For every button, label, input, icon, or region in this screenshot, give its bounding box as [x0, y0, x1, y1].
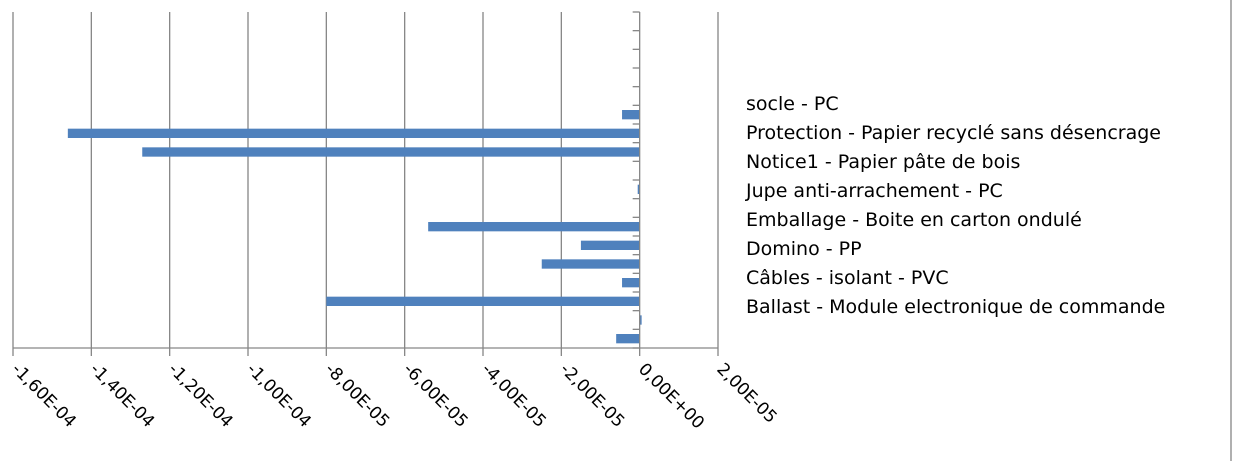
- x-tick-label: -4,00E-05: [477, 359, 549, 431]
- bar: [580, 240, 640, 250]
- grid: [12, 12, 719, 348]
- x-tick-labels: -1,60E-04 -1,40E-04 -1,20E-04 -1,00E-04 -8,0…: [7, 359, 780, 433]
- legend: socle - PC Protection - Papier recyclé s…: [746, 90, 1230, 322]
- bar: [428, 222, 640, 232]
- bar: [326, 296, 640, 306]
- legend-item: Emballage - Boite en carton ondulé: [746, 209, 1082, 231]
- legend-item: Câbles - isolant - PVC: [746, 267, 949, 289]
- legend-item: Jupe anti-arrachement - PC: [746, 180, 1003, 202]
- legend-item: Ballast - Module electronique de command…: [746, 296, 1166, 318]
- bar: [637, 184, 640, 194]
- x-tick-label: -1,20E-04: [164, 359, 236, 431]
- bars: [67, 110, 642, 344]
- x-tick-label: -1,00E-04: [242, 359, 314, 431]
- legend-item: Notice1 - Papier pâte de bois: [746, 151, 1021, 173]
- x-tick-label: -8,00E-05: [321, 359, 393, 431]
- legend-item: Protection - Papier recyclé sans désencr…: [746, 122, 1161, 144]
- x-tick-label: -2,00E-05: [556, 359, 628, 431]
- bar: [67, 128, 640, 138]
- bar: [142, 147, 640, 157]
- bar: [541, 259, 640, 269]
- bar: [616, 334, 640, 344]
- legend-item: Domino - PP: [746, 238, 862, 260]
- x-tick-label: -1,40E-04: [86, 359, 158, 431]
- bar: [622, 278, 640, 288]
- bar: [622, 110, 640, 120]
- x-tick-label: 0,00E+00: [634, 359, 708, 433]
- legend-item: socle - PC: [746, 93, 839, 115]
- bar: [639, 315, 642, 325]
- x-tick-label: -1,60E-04: [7, 359, 79, 431]
- axes: [12, 11, 719, 356]
- x-tick-label: -6,00E-05: [399, 359, 471, 431]
- x-tick-label: 2,00E-05: [712, 359, 780, 427]
